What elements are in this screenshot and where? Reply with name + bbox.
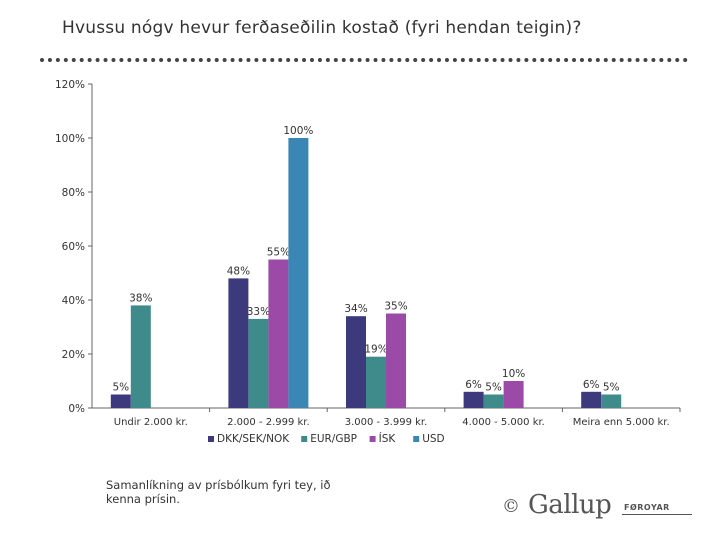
- bar: [288, 138, 309, 408]
- bar: [130, 305, 151, 408]
- data-label: 19%: [364, 344, 387, 356]
- bar: [248, 318, 269, 408]
- x-tick-label: Meira enn 5.000 kr.: [573, 417, 670, 428]
- legend-swatch: [413, 436, 420, 442]
- legend-label: USD: [422, 433, 444, 445]
- x-tick-label: 4.000 - 5.000 kr.: [462, 417, 545, 428]
- bar-chart: 0% 20% 40% 60% 80% 100% 120% Undir 2.000 kr. 2.0…: [55, 79, 681, 445]
- data-label: 33%: [247, 306, 270, 318]
- bar: [268, 259, 289, 408]
- copyright-symbol: ©: [502, 496, 520, 517]
- data-label: 100%: [283, 125, 313, 137]
- logo-underline: [622, 514, 692, 515]
- bar: [386, 313, 406, 408]
- data-label: 6%: [583, 379, 600, 391]
- x-tick-label: 3.000 - 3.999 kr.: [345, 417, 428, 428]
- logo-brand: Gallup: [528, 490, 612, 520]
- bar: [228, 278, 249, 408]
- y-tick-label: 120%: [55, 79, 85, 91]
- bar: [366, 356, 386, 408]
- footnote: Samanlíkning av prísbólkum fyri tey, ið …: [106, 478, 331, 506]
- data-label: 34%: [344, 303, 367, 315]
- data-label: 55%: [267, 247, 290, 259]
- y-tick-label: 80%: [62, 187, 85, 199]
- title-divider: [40, 58, 688, 62]
- bar: [346, 316, 366, 408]
- legend-label: ÍSK: [379, 432, 397, 445]
- data-label: 38%: [129, 292, 152, 304]
- legend-label: DKK/SEK/NOK: [217, 433, 290, 445]
- chart-title: Hvussu nógv hevur ferðaseðilin kostað (f…: [62, 18, 582, 38]
- bar: [581, 391, 602, 408]
- data-label: 10%: [502, 368, 525, 380]
- gallup-logo: © Gallup FØROYAR: [500, 490, 695, 522]
- bar: [110, 394, 131, 408]
- data-label: 5%: [485, 382, 502, 394]
- y-tick-label: 0%: [68, 403, 85, 415]
- legend-swatch: [208, 436, 214, 442]
- y-tick-label: 100%: [55, 133, 85, 145]
- data-label: 5%: [603, 382, 620, 394]
- legend-swatch: [369, 436, 376, 442]
- data-label: 35%: [384, 301, 407, 313]
- legend-label: EUR/GBP: [310, 433, 357, 445]
- bar: [483, 394, 504, 408]
- logo-subtitle: FØROYAR: [624, 503, 670, 512]
- y-tick-label: 20%: [62, 349, 85, 361]
- y-tick-label: 60%: [62, 241, 85, 253]
- y-tick-label: 40%: [62, 295, 85, 307]
- x-tick-label: Undir 2.000 kr.: [114, 417, 188, 428]
- legend-swatch: [301, 436, 308, 442]
- data-label: 6%: [465, 379, 482, 391]
- bar: [601, 394, 622, 408]
- data-label: 5%: [112, 382, 129, 394]
- bar: [503, 381, 524, 408]
- data-label: 48%: [227, 265, 250, 277]
- x-tick-label: 2.000 - 2.999 kr.: [227, 417, 310, 428]
- bar: [463, 391, 484, 408]
